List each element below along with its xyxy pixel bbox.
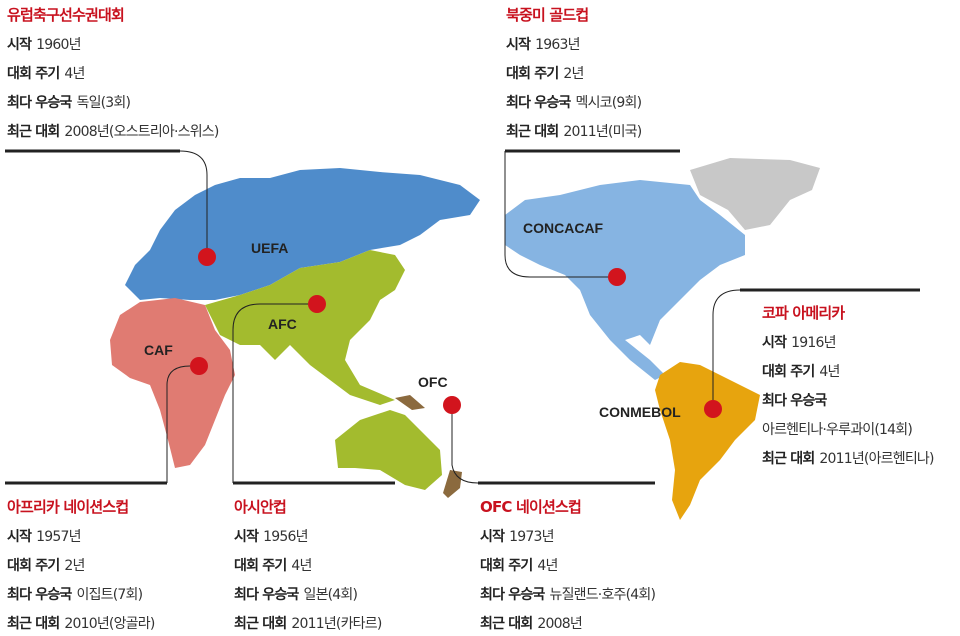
title: 코파 아메리카 xyxy=(762,304,845,322)
value: 이집트(7회) xyxy=(76,587,143,603)
label-uefa: UEFA xyxy=(251,240,289,256)
key: 시작 xyxy=(234,529,259,545)
connector-euro xyxy=(179,150,208,257)
info-euro: 유럽축구선수권대회 시작 1960년 대회 주기 4년 최다 우승국 독일(3회) 최… xyxy=(7,2,219,147)
value: 뉴질랜드·호주(4회) xyxy=(549,587,656,603)
value: 1973년 xyxy=(509,529,554,545)
region-afc-australia xyxy=(335,410,442,490)
value: 2011년(아르헨티나) xyxy=(819,451,934,467)
value: 4년 xyxy=(291,558,312,574)
region-uefa xyxy=(125,168,480,300)
key: 시작 xyxy=(762,335,787,351)
label-ofc: OFC xyxy=(418,374,448,390)
label-afc: AFC xyxy=(268,316,297,332)
connector-africa xyxy=(166,365,199,483)
key: 대회 주기 xyxy=(234,558,287,574)
key: 최다 우승국 xyxy=(7,95,72,111)
info-ofc-nations-cup: OFC 네이션스컵 시작 1973년 대회 주기 4년 최다 우승국 뉴질랜드·호주(… xyxy=(480,494,656,636)
key: 최근 대회 xyxy=(762,451,815,467)
value: 2년 xyxy=(563,66,584,82)
connector-ofc xyxy=(451,405,479,484)
info-africa-cup: 아프리카 네이션스컵 시작 1957년 대회 주기 2년 최다 우승국 이집트(7회)… xyxy=(7,494,155,636)
info-asian-cup: 아시안컵 시작 1956년 대회 주기 4년 최다 우승국 일본(4회) 최근 대회 2… xyxy=(234,494,382,636)
title: 아프리카 네이션스컵 xyxy=(7,498,129,516)
value: 2008년 xyxy=(537,616,582,632)
value: 1960년 xyxy=(36,37,81,53)
key: 대회 주기 xyxy=(7,66,60,82)
key: 시작 xyxy=(7,37,32,53)
key: 최다 우승국 xyxy=(480,587,545,603)
title: 아시안컵 xyxy=(234,498,287,516)
label-conmebol: CONMEBOL xyxy=(599,404,681,420)
value: 독일(3회) xyxy=(76,95,131,111)
key: 대회 주기 xyxy=(7,558,60,574)
key: 대회 주기 xyxy=(480,558,533,574)
region-ofc-png xyxy=(395,395,425,410)
value: 1956년 xyxy=(263,529,308,545)
greenland xyxy=(690,158,820,230)
marker-ofc xyxy=(443,396,461,414)
value: 4년 xyxy=(819,364,840,380)
label-caf: CAF xyxy=(144,342,173,358)
key: 시작 xyxy=(480,529,505,545)
value: 2008년(오스트리아·스위스) xyxy=(64,124,219,140)
marker-concacaf xyxy=(608,268,626,286)
value: 1916년 xyxy=(791,335,836,351)
title: 북중미 골드컵 xyxy=(506,6,589,24)
region-caf xyxy=(110,298,235,468)
value: 1963년 xyxy=(535,37,580,53)
key: 최근 대회 xyxy=(480,616,533,632)
value: 2011년(카타르) xyxy=(291,616,382,632)
key: 최근 대회 xyxy=(7,616,60,632)
key: 대회 주기 xyxy=(506,66,559,82)
value: 1957년 xyxy=(36,529,81,545)
key: 최다 우승국 xyxy=(234,587,299,603)
region-conmebol xyxy=(655,362,760,520)
info-gold-cup: 북중미 골드컵 시작 1963년 대회 주기 2년 최다 우승국 멕시코(9회) 최근… xyxy=(506,2,642,147)
value: 2010년(앙골라) xyxy=(64,616,155,632)
title: 유럽축구선수권대회 xyxy=(7,6,125,24)
key: 최다 우승국 xyxy=(7,587,72,603)
value: 멕시코(9회) xyxy=(575,95,642,111)
value: 4년 xyxy=(64,66,85,82)
value: 아르헨티나·우루과이(14회) xyxy=(762,422,913,438)
value: 4년 xyxy=(537,558,558,574)
connector-lines xyxy=(5,149,920,485)
marker-conmebol xyxy=(704,400,722,418)
connector-gold xyxy=(504,151,617,278)
value: 2년 xyxy=(64,558,85,574)
key: 시작 xyxy=(7,529,32,545)
region-afc-asia xyxy=(205,250,405,405)
value: 2011년(미국) xyxy=(563,124,642,140)
key: 대회 주기 xyxy=(762,364,815,380)
key: 최다 우승국 xyxy=(762,393,827,409)
title: OFC 네이션스컵 xyxy=(480,498,582,516)
marker-uefa xyxy=(198,248,216,266)
marker-caf xyxy=(190,357,208,375)
key: 시작 xyxy=(506,37,531,53)
key: 최근 대회 xyxy=(7,124,60,140)
key: 최근 대회 xyxy=(506,124,559,140)
connector-copa xyxy=(712,289,741,409)
marker-afc xyxy=(308,295,326,313)
info-copa-america: 코파 아메리카 시작 1916년 대회 주기 4년 최다 우승국 아르헨티나·우루과… xyxy=(762,300,934,474)
key: 최근 대회 xyxy=(234,616,287,632)
label-concacaf: CONCACAF xyxy=(523,220,604,236)
key: 최다 우승국 xyxy=(506,95,571,111)
value: 일본(4회) xyxy=(303,587,358,603)
connector-asia xyxy=(232,303,317,483)
region-ofc-nz xyxy=(443,470,462,498)
